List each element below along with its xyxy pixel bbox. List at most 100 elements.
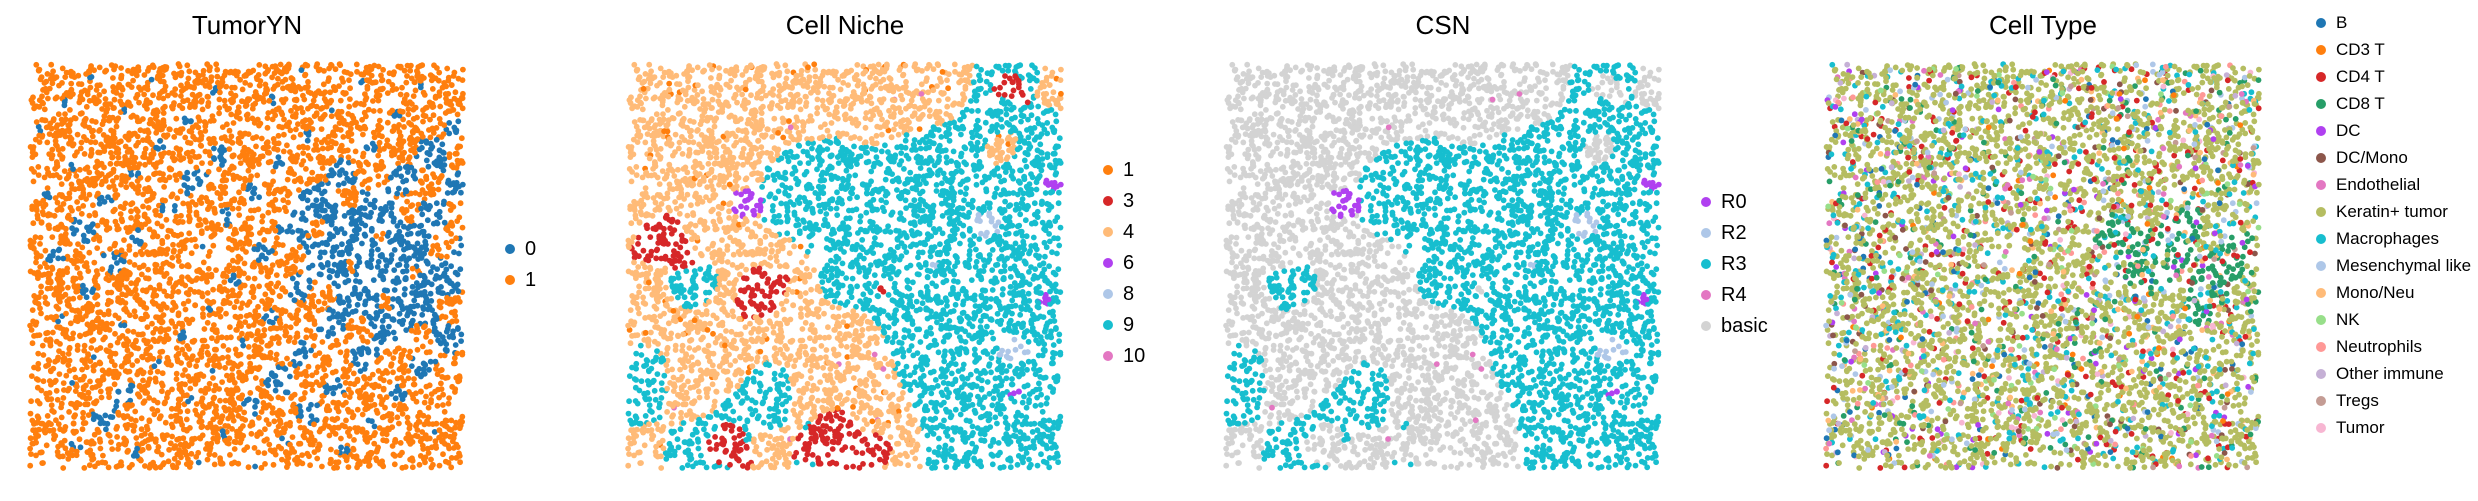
cell-point	[48, 61, 55, 68]
cell-point	[172, 304, 179, 310]
cell-point	[71, 430, 78, 436]
cell-point	[175, 396, 182, 403]
cell-point	[62, 116, 69, 123]
cell-point	[415, 75, 422, 81]
cell-point	[187, 385, 194, 392]
cell-point	[129, 461, 135, 468]
cell-point	[327, 89, 333, 96]
cell-point	[428, 456, 434, 463]
cell-point	[333, 449, 340, 455]
cell-point	[325, 78, 332, 84]
cell-point	[380, 328, 386, 335]
cell-point	[176, 242, 182, 248]
cell-point	[178, 93, 184, 99]
cell-point	[231, 438, 238, 445]
cell-point	[346, 302, 352, 309]
cell-point	[153, 107, 160, 113]
cell-point	[105, 311, 112, 317]
cell-point	[382, 349, 389, 355]
cell-point	[407, 223, 413, 230]
cell-point	[92, 212, 99, 219]
cell-point	[210, 135, 217, 142]
cell-point	[113, 90, 120, 96]
cell-point	[332, 226, 339, 232]
cell-point	[205, 168, 212, 175]
cell-point	[292, 457, 298, 463]
cell-point	[328, 107, 335, 114]
cell-point	[176, 152, 183, 159]
cell-point	[206, 357, 213, 364]
cell-point	[441, 162, 448, 168]
cell-point	[140, 154, 146, 160]
cell-point	[124, 405, 130, 412]
cell-point	[400, 317, 407, 324]
cell-point	[406, 255, 413, 262]
cell-point	[256, 62, 263, 68]
cell-point	[109, 274, 116, 281]
cell-point	[184, 80, 191, 87]
cell-point	[421, 399, 428, 406]
cell-point	[362, 285, 369, 292]
cell-point	[29, 417, 36, 424]
cell-point	[202, 128, 209, 134]
cell-point	[318, 126, 325, 132]
cell-point	[428, 181, 435, 187]
cell-point	[193, 401, 200, 407]
cell-point	[175, 310, 182, 317]
cell-point	[424, 217, 431, 224]
cell-point	[93, 317, 100, 324]
cell-point	[284, 355, 290, 362]
cell-point	[417, 247, 423, 254]
cell-point	[403, 262, 410, 269]
cell-point	[335, 188, 342, 194]
cell-point	[407, 348, 413, 355]
cell-point	[211, 394, 218, 401]
cell-point	[144, 313, 150, 320]
cell-point	[103, 426, 109, 433]
cell-point	[355, 325, 362, 332]
cell-point	[359, 411, 366, 418]
cell-point	[211, 387, 218, 394]
cell-point	[250, 261, 257, 268]
cell-point	[237, 160, 244, 166]
cell-point	[28, 166, 35, 172]
cell-point	[229, 84, 235, 91]
cell-point	[458, 189, 464, 196]
cell-point	[384, 119, 391, 126]
cell-point	[284, 253, 290, 260]
cell-point	[111, 242, 118, 249]
cell-point	[280, 197, 287, 204]
cell-point	[417, 388, 424, 395]
cell-point	[78, 139, 85, 146]
cell-point	[247, 390, 254, 396]
cell-point	[96, 200, 103, 207]
cell-point	[402, 276, 409, 283]
cell-point	[130, 452, 137, 459]
cell-point	[309, 169, 316, 176]
cell-point	[394, 190, 401, 197]
cell-point	[65, 450, 72, 457]
cell-point	[248, 289, 255, 296]
cell-point	[320, 81, 327, 88]
cell-point	[136, 118, 143, 124]
cell-point	[49, 252, 56, 259]
cell-point	[409, 274, 416, 280]
cell-point	[437, 340, 444, 347]
cell-point	[110, 75, 116, 81]
cell-point	[303, 334, 310, 341]
cell-point	[125, 157, 132, 164]
cell-point	[251, 445, 258, 451]
cell-point	[159, 176, 166, 183]
cell-point	[300, 240, 307, 247]
cell-point	[66, 385, 72, 392]
cell-point	[345, 464, 352, 470]
cell-point	[60, 465, 67, 471]
cell-point	[362, 406, 369, 413]
cell-point	[115, 446, 121, 452]
cell-point	[240, 185, 247, 192]
cell-point	[207, 160, 214, 166]
cell-point	[347, 85, 353, 92]
cell-point	[279, 242, 286, 249]
cell-point	[284, 459, 291, 465]
cell-point	[130, 66, 137, 73]
